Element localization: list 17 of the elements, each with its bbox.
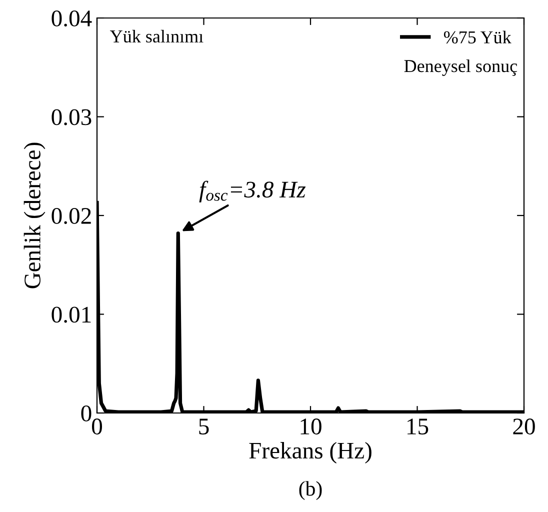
y-tick-label: 0.03 (52, 109, 92, 126)
legend-label: %75 Yük (444, 30, 512, 44)
x-tick-label: 15 (408, 418, 428, 434)
y-tick-label: 0.01 (52, 306, 91, 323)
y-axis-title: Genlik (derece) (24, 142, 46, 288)
annotation: f$_{osc}$=3.8 Hz (199, 180, 306, 202)
x-tick-label: 5 (199, 418, 209, 434)
x-tick-label: 10 (300, 418, 322, 434)
x-tick-label: 20 (513, 418, 535, 434)
y-tick-label: 0 (81, 405, 92, 422)
annotation: Deneysel sonuç (404, 59, 518, 76)
x-axis-title: Frekans (Hz) (249, 442, 372, 464)
annotation: Yük salınımı (110, 30, 204, 43)
text: (b) (299, 481, 322, 500)
y-tick-label: 0.02 (52, 208, 91, 224)
y-tick-label: 0.04 (52, 10, 92, 27)
x-tick-label: 0 (92, 418, 102, 434)
